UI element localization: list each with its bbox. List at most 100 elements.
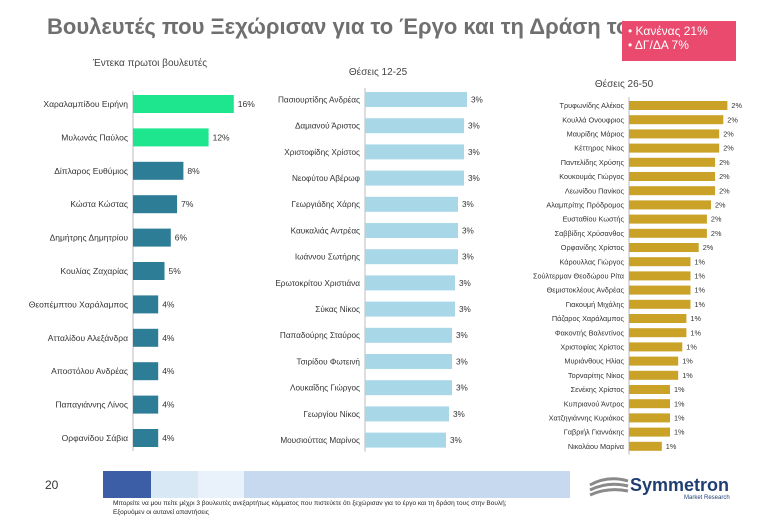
bar bbox=[133, 262, 165, 280]
value-label: 2% bbox=[711, 229, 722, 238]
value-label: 3% bbox=[459, 305, 471, 314]
logo-subtitle: Market Research bbox=[684, 495, 730, 501]
category-label: Παντελίδης Χρύσης bbox=[561, 158, 625, 167]
bar bbox=[629, 101, 728, 110]
bar bbox=[365, 301, 455, 317]
bar bbox=[629, 399, 670, 409]
category-label: Κουλλά Ονουφριος bbox=[562, 115, 624, 124]
category-label: Πάζαρος Χαράλαμπος bbox=[552, 314, 625, 323]
bar bbox=[629, 285, 691, 295]
value-label: 2% bbox=[719, 158, 730, 167]
category-label: Ατταλίδου Αλεξάνδρα bbox=[48, 333, 128, 343]
category-label: Κάρουλλας Γιώργος bbox=[559, 257, 624, 266]
bar bbox=[629, 200, 711, 210]
bar bbox=[365, 327, 452, 343]
bar bbox=[365, 406, 449, 422]
category-label: Σούλτερμαν Θεοδώρου Ρίτα bbox=[533, 271, 625, 280]
category-label: Γεωργίου Νίκος bbox=[303, 410, 360, 419]
chart3-subtitle: Θέσεις 26-50 bbox=[594, 79, 654, 90]
category-label: Παπαγιάννης Λίνος bbox=[55, 400, 128, 410]
value-label: 2% bbox=[715, 200, 726, 209]
bar bbox=[629, 129, 720, 139]
value-label: 1% bbox=[695, 257, 706, 266]
value-label: 3% bbox=[459, 279, 471, 288]
value-label: 3% bbox=[456, 384, 468, 393]
value-label: 4% bbox=[162, 299, 175, 309]
bar bbox=[365, 275, 455, 291]
chart-top-eleven: Χαραλαμπίδου Ειρήνη 16% Μυλωνάς Παύλος 12% Δ… bbox=[29, 91, 255, 451]
chart2-subtitle: Θέσεις 12-25 bbox=[348, 67, 408, 78]
value-label: 16% bbox=[238, 99, 255, 109]
value-label: 2% bbox=[711, 215, 722, 224]
summary-badge: • Κανένας 21% • ΔΓ/ΔΑ 7% bbox=[622, 21, 736, 61]
bar bbox=[365, 249, 458, 265]
category-label: Θεμιστοκλέους Ανδρέας bbox=[547, 286, 625, 295]
value-label: 7% bbox=[181, 199, 194, 209]
category-label: Φακοντής Βαλεντίνος bbox=[555, 328, 625, 337]
value-label: 1% bbox=[695, 271, 706, 280]
bar bbox=[629, 243, 699, 252]
bar bbox=[133, 95, 234, 113]
value-label: 1% bbox=[674, 413, 685, 422]
value-label: 4% bbox=[162, 333, 175, 343]
category-label: Λεωνίδου Πανίκος bbox=[565, 186, 625, 195]
category-label: Αλαμπρίτης Πρόδρομος bbox=[546, 200, 624, 209]
category-label: Σαββίδης Χρύσανθος bbox=[555, 229, 625, 238]
bar bbox=[133, 295, 159, 314]
value-label: 4% bbox=[162, 366, 175, 376]
value-label: 3% bbox=[468, 148, 480, 157]
category-label: Χατζηγιάννης Κυριάκος bbox=[549, 413, 625, 422]
value-label: 3% bbox=[456, 331, 468, 340]
bar bbox=[629, 314, 687, 323]
value-label: 12% bbox=[213, 132, 230, 142]
category-label: Ορφανίδου Σάβια bbox=[62, 433, 128, 443]
chart1-subtitle: Έντεκα πρωτοι βουλευτές bbox=[92, 58, 208, 69]
category-label: Σύκας Νίκος bbox=[315, 305, 360, 314]
value-label: 1% bbox=[686, 342, 697, 351]
category-label: Ορφανίδης Χρίστος bbox=[561, 243, 625, 252]
category-label: Τσιρίδου Φωτεινή bbox=[297, 357, 361, 366]
logo-swoosh-icon bbox=[589, 477, 629, 497]
value-label: 2% bbox=[731, 101, 742, 110]
bar bbox=[629, 228, 707, 238]
bar bbox=[133, 195, 178, 214]
bar bbox=[133, 161, 184, 180]
value-label: 3% bbox=[456, 357, 468, 366]
bar bbox=[133, 228, 171, 247]
category-label: Νεοφύτου Αβέρωφ bbox=[292, 174, 360, 183]
bar bbox=[365, 432, 446, 448]
bar bbox=[629, 143, 720, 153]
badge-dk-text: • ΔΓ/ΔΑ 7% bbox=[628, 38, 689, 52]
value-label: 2% bbox=[727, 115, 738, 124]
bar bbox=[629, 385, 670, 394]
category-label: Δαμιανού Άριστος bbox=[295, 122, 360, 131]
bar bbox=[365, 92, 467, 107]
footer-bar-long bbox=[244, 471, 570, 498]
category-label: Κουλίας Ζαχαρίας bbox=[61, 266, 128, 276]
bar bbox=[365, 380, 452, 396]
value-label: 6% bbox=[175, 233, 188, 243]
bar bbox=[629, 271, 691, 281]
value-label: 1% bbox=[690, 314, 701, 323]
footer-bar-dark bbox=[103, 471, 151, 498]
value-label: 3% bbox=[462, 253, 474, 262]
footer-bar-lighter bbox=[198, 471, 244, 498]
category-label: Λουκαΐδης Γιώργος bbox=[290, 383, 360, 393]
value-label: 4% bbox=[162, 433, 175, 443]
value-label: 3% bbox=[468, 122, 480, 131]
category-label: Δίπλαρος Ευθύμιος bbox=[54, 166, 128, 176]
bar bbox=[133, 429, 159, 447]
bar bbox=[629, 427, 670, 437]
bar bbox=[629, 342, 683, 352]
category-label: Μυλωνάς Παύλος bbox=[61, 132, 128, 142]
bar bbox=[365, 196, 458, 212]
value-label: 1% bbox=[674, 428, 685, 437]
value-label: 2% bbox=[703, 243, 714, 252]
bar bbox=[133, 328, 159, 347]
value-label: 2% bbox=[719, 186, 730, 195]
bar bbox=[629, 413, 670, 423]
category-label: Ευσταθίου Κωστής bbox=[562, 215, 624, 224]
value-label: 4% bbox=[162, 400, 175, 410]
value-label: 1% bbox=[690, 328, 701, 337]
question-footnote: Μπορείτε να μου πείτε μέχρι 3 βουλευτές … bbox=[113, 500, 507, 507]
